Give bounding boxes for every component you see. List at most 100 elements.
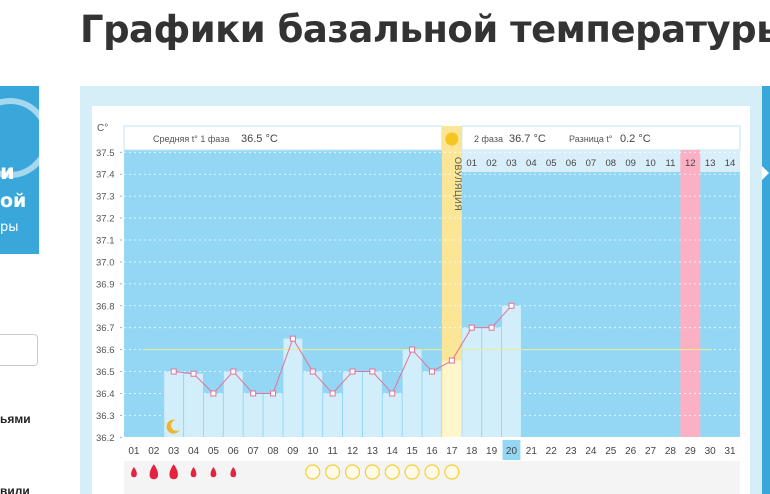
- menstruation-drop-icon[interactable]: [149, 464, 159, 480]
- temperature-bar: [442, 360, 462, 437]
- temperature-point[interactable]: [389, 390, 396, 397]
- x-tick-label[interactable]: 29: [685, 446, 697, 457]
- moon-icon: [166, 419, 180, 434]
- x-tick-label[interactable]: 27: [645, 446, 657, 457]
- temperature-point[interactable]: [270, 390, 277, 397]
- x-tick-label[interactable]: 17: [446, 446, 458, 457]
- next-arrow[interactable]: [762, 86, 770, 494]
- x-tick-label[interactable]: 01: [128, 446, 140, 457]
- x-tick-label[interactable]: 05: [208, 446, 220, 457]
- x-tick-label[interactable]: 03: [168, 446, 180, 457]
- temperature-bar: [283, 338, 303, 437]
- y-tick-label: 37.5: [96, 148, 115, 159]
- x-tick-label[interactable]: 28: [665, 446, 677, 457]
- x-tick-label[interactable]: 08: [267, 446, 279, 457]
- mark-circle-icon[interactable]: [384, 464, 400, 480]
- x-tick-label[interactable]: 20: [506, 446, 518, 457]
- x-tick-label[interactable]: 04: [188, 446, 200, 457]
- y-tick-label: 36.5: [96, 367, 115, 378]
- temperature-point[interactable]: [508, 302, 515, 309]
- mark-circle-icon[interactable]: [344, 464, 361, 480]
- x-tick-label[interactable]: 09: [287, 446, 299, 457]
- banner-text-3: ры: [0, 220, 19, 235]
- y-tick-label: 37.1: [96, 235, 115, 246]
- x-tick-label[interactable]: 06: [228, 446, 240, 457]
- sidebar-text-1[interactable]: ьями: [0, 412, 31, 426]
- x-tick-label[interactable]: 11: [327, 446, 338, 457]
- x-tick-label[interactable]: 19: [486, 446, 498, 457]
- mark-circle-icon[interactable]: [325, 464, 341, 480]
- temperature-point[interactable]: [190, 370, 197, 377]
- y-tick-label: 36.2: [96, 433, 115, 444]
- temperature-point[interactable]: [409, 346, 416, 353]
- mark-circle-icon[interactable]: [404, 464, 420, 480]
- menstruation-drop-icon[interactable]: [131, 467, 137, 478]
- y-axis-label: C°: [97, 123, 108, 134]
- x-tick-label[interactable]: 16: [426, 446, 438, 457]
- temperature-point[interactable]: [329, 390, 336, 397]
- x-tick-label[interactable]: 02: [148, 446, 160, 457]
- y-tick-label: 36.9: [96, 279, 115, 290]
- temperature-point[interactable]: [230, 368, 237, 375]
- temperature-bar: [482, 327, 502, 437]
- cycle-day-row: [461, 150, 740, 172]
- temperature-bar: [263, 393, 283, 437]
- y-tick-label: 36.6: [96, 345, 115, 356]
- current-day-marker[interactable]: [502, 440, 521, 460]
- x-tick-label[interactable]: 15: [407, 446, 419, 457]
- menstruation-drop-icon[interactable]: [210, 467, 217, 478]
- temperature-bar: [362, 371, 382, 437]
- x-tick-label[interactable]: 22: [546, 446, 558, 457]
- temperature-point[interactable]: [488, 324, 495, 331]
- temperature-point[interactable]: [349, 368, 356, 375]
- temperature-point[interactable]: [468, 324, 475, 331]
- temperature-point[interactable]: [250, 390, 257, 397]
- temperature-point[interactable]: [170, 368, 177, 375]
- sidebar-text-2[interactable]: вили: [0, 484, 30, 494]
- x-tick-label[interactable]: 23: [566, 446, 578, 457]
- x-tick-label[interactable]: 13: [367, 446, 379, 457]
- x-tick-label[interactable]: 07: [248, 446, 260, 457]
- sidebar-input[interactable]: [0, 334, 38, 366]
- x-tick-label[interactable]: 12: [347, 446, 359, 457]
- x-tick-label[interactable]: 31: [724, 446, 736, 457]
- menstruation-drop-icon[interactable]: [190, 467, 197, 478]
- x-tick-label[interactable]: 30: [705, 446, 717, 457]
- temperature-point[interactable]: [369, 368, 376, 375]
- phase2-label: 2 фаза: [474, 134, 503, 144]
- sidebar-banner[interactable]: и ой ры: [0, 86, 39, 254]
- x-tick-label[interactable]: 24: [585, 446, 597, 457]
- temperature-bar: [343, 371, 362, 437]
- x-tick-label[interactable]: 21: [526, 446, 538, 457]
- cycle-day-label: 11: [665, 158, 675, 169]
- menstruation-drop-icon[interactable]: [169, 464, 178, 480]
- highlight-column[interactable]: [680, 150, 701, 437]
- mark-circle-icon[interactable]: [305, 464, 321, 480]
- x-tick-label[interactable]: 18: [466, 446, 478, 457]
- mark-circle-icon[interactable]: [424, 464, 440, 480]
- temperature-bar: [243, 393, 263, 437]
- menstruation-drop-icon[interactable]: [230, 467, 237, 478]
- x-tick-label[interactable]: 26: [625, 446, 637, 457]
- temperature-point[interactable]: [210, 390, 217, 397]
- temperature-bar: [184, 373, 203, 437]
- mark-circle-icon[interactable]: [444, 464, 460, 480]
- diff-value: 0.2 °C: [620, 133, 651, 145]
- temperature-point[interactable]: [428, 368, 435, 375]
- temperature-point[interactable]: [448, 357, 455, 364]
- x-tick-label[interactable]: 25: [605, 446, 617, 457]
- temperature-point[interactable]: [289, 335, 296, 342]
- cycle-day-label: 10: [645, 158, 656, 169]
- mark-circle-icon[interactable]: [364, 464, 380, 480]
- temperature-point[interactable]: [309, 368, 316, 375]
- cycle-day-label: 14: [725, 158, 736, 169]
- cycle-day-label: 06: [566, 158, 577, 169]
- ovulation-column[interactable]: [441, 126, 462, 437]
- x-tick-label[interactable]: 14: [387, 446, 399, 457]
- temperature-bar: [323, 393, 343, 437]
- cycle-day-label: 02: [486, 158, 497, 169]
- temperature-bar: [303, 371, 323, 437]
- cycle-day-label: 05: [546, 158, 557, 169]
- x-tick-label[interactable]: 10: [307, 446, 319, 457]
